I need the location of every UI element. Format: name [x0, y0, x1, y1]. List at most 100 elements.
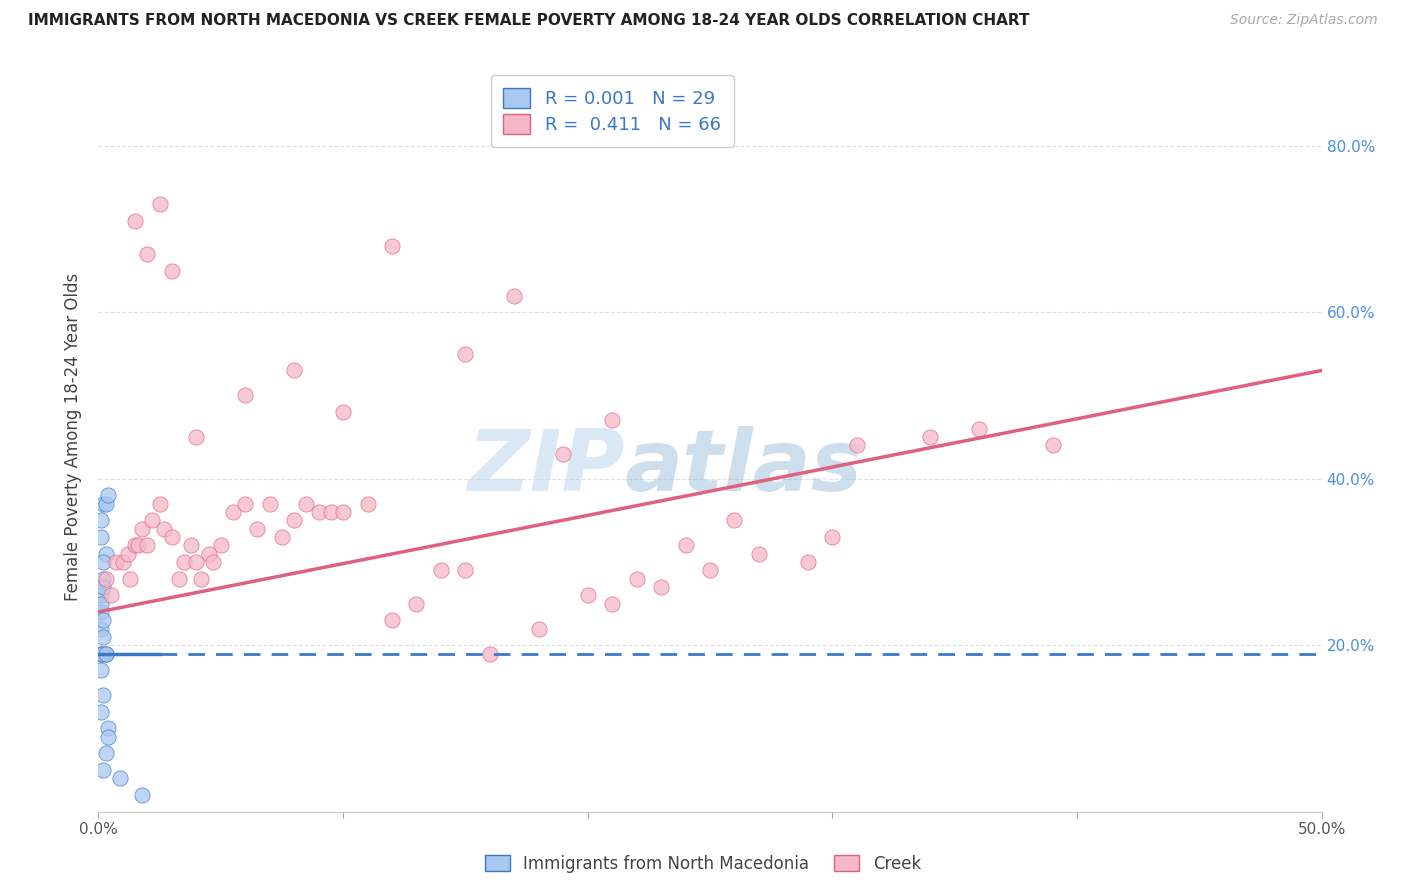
Point [90, 605, 112, 619]
Point [332, 505, 354, 519]
Point [149, 497, 172, 511]
Point [319, 505, 342, 519]
Point [91, 497, 114, 511]
Point [100, 588, 122, 602]
Point [748, 547, 770, 561]
Point [332, 405, 354, 419]
Point [202, 555, 225, 569]
Point [600, 597, 623, 611]
Point [173, 555, 195, 569]
Point [91, 763, 114, 777]
Legend: R = 0.001   N = 29, R =  0.411   N = 66: R = 0.001 N = 29, R = 0.411 N = 66 [491, 75, 734, 146]
Point [308, 505, 330, 519]
Point [233, 497, 256, 511]
Point [381, 613, 404, 627]
Point [124, 213, 146, 227]
Point [233, 388, 256, 402]
Point [478, 647, 501, 661]
Point [94, 572, 117, 586]
Point [120, 572, 142, 586]
Point [131, 522, 153, 536]
Point [197, 547, 219, 561]
Point [90, 513, 112, 527]
Legend: Immigrants from North Macedonia, Creek: Immigrants from North Macedonia, Creek [478, 848, 928, 880]
Point [209, 538, 232, 552]
Text: ZIP: ZIP [467, 425, 624, 508]
Point [967, 422, 990, 436]
Point [110, 772, 132, 786]
Point [91, 580, 114, 594]
Point [845, 438, 868, 452]
Point [797, 555, 820, 569]
Point [153, 522, 176, 536]
Point [160, 263, 183, 277]
Point [90, 647, 112, 661]
Point [141, 513, 163, 527]
Point [149, 197, 172, 211]
Point [723, 513, 745, 527]
Point [356, 497, 378, 511]
Point [527, 622, 550, 636]
Point [91, 688, 114, 702]
Point [94, 497, 117, 511]
Y-axis label: Female Poverty Among 18-24 Year Olds: Female Poverty Among 18-24 Year Olds [65, 273, 83, 601]
Point [259, 497, 281, 511]
Point [381, 238, 404, 252]
Point [270, 530, 294, 544]
Point [94, 647, 117, 661]
Point [699, 563, 721, 577]
Point [503, 288, 526, 302]
Point [91, 572, 114, 586]
Point [91, 613, 114, 627]
Text: Source: ZipAtlas.com: Source: ZipAtlas.com [1230, 13, 1378, 28]
Point [246, 522, 269, 536]
Point [576, 588, 599, 602]
Point [626, 572, 648, 586]
Point [124, 538, 146, 552]
Point [94, 647, 117, 661]
Point [454, 563, 477, 577]
Point [160, 530, 183, 544]
Text: IMMIGRANTS FROM NORTH MACEDONIA VS CREEK FEMALE POVERTY AMONG 18-24 YEAR OLDS CO: IMMIGRANTS FROM NORTH MACEDONIA VS CREEK… [28, 13, 1029, 29]
Point [90, 647, 112, 661]
Point [131, 788, 153, 802]
Point [222, 505, 245, 519]
Point [186, 555, 208, 569]
Point [97, 488, 120, 502]
Point [136, 247, 159, 261]
Point [111, 555, 134, 569]
Point [295, 497, 318, 511]
Point [454, 347, 477, 361]
Point [90, 530, 112, 544]
Text: atlas: atlas [624, 425, 862, 508]
Point [90, 588, 112, 602]
Point [920, 430, 942, 444]
Point [127, 538, 149, 552]
Point [186, 430, 208, 444]
Point [1042, 438, 1064, 452]
Point [405, 597, 427, 611]
Point [90, 705, 112, 719]
Point [821, 530, 844, 544]
Point [94, 547, 117, 561]
Point [97, 722, 120, 736]
Point [553, 447, 575, 461]
Point [104, 555, 127, 569]
Point [90, 622, 112, 636]
Point [117, 547, 139, 561]
Point [136, 538, 159, 552]
Point [430, 563, 453, 577]
Point [90, 597, 112, 611]
Point [190, 572, 212, 586]
Point [167, 572, 190, 586]
Point [180, 538, 202, 552]
Point [97, 730, 120, 744]
Point [91, 555, 114, 569]
Point [675, 538, 697, 552]
Point [650, 580, 672, 594]
Point [90, 663, 112, 677]
Point [283, 513, 305, 527]
Point [600, 413, 623, 427]
Point [91, 647, 114, 661]
Point [91, 630, 114, 644]
